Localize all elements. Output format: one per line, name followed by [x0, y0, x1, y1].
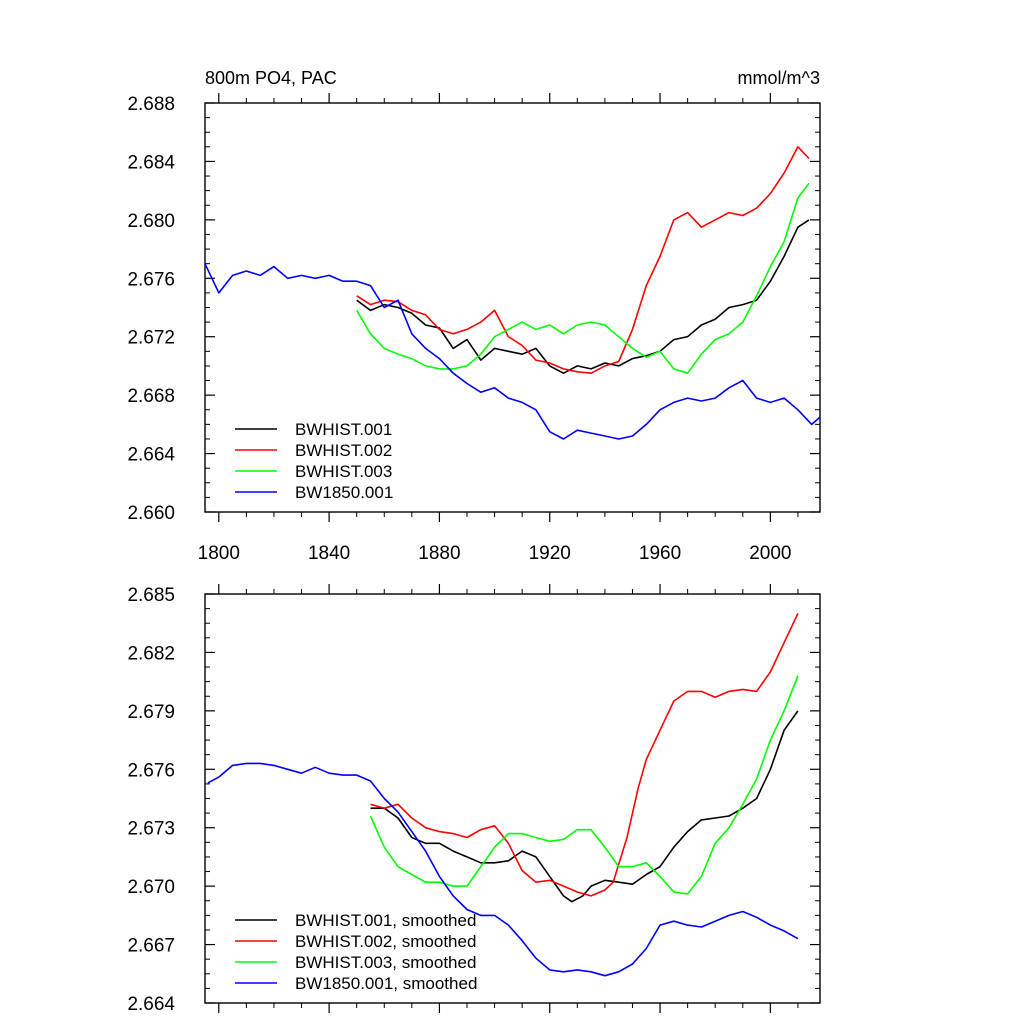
legend-label: BWHIST.001 [295, 420, 392, 439]
series-line-1 [370, 710, 799, 903]
series-line-4 [207, 762, 799, 977]
bottom-panel: 2.685 2.682 2.679 2.676 2.673 2.670 2.667 2.664… [127, 584, 821, 1015]
y-tick-label: 2.668 [127, 386, 175, 407]
y-tick-label: 2.664 [127, 994, 175, 1015]
legend-label: BWHIST.003 [295, 462, 392, 481]
units-label: mmol/m^3 [738, 68, 820, 88]
series-line-1 [356, 219, 810, 374]
y-tick-label: 2.672 [127, 328, 175, 349]
series-line-3 [356, 182, 810, 374]
top-panel: 2.688 2.684 2.680 2.676 2.672 2.668 2.664 2.660… [127, 68, 821, 564]
x-tick-label: 1920 [529, 543, 571, 564]
y-tick-label: 2.688 [127, 94, 175, 115]
y-tick-label: 2.685 [127, 585, 175, 606]
y-tick-label: 2.664 [127, 445, 175, 466]
series-line-4 [204, 263, 821, 440]
y-tick-label: 2.676 [127, 760, 175, 781]
y-tick-label: 2.667 [127, 936, 175, 957]
x-tick-label: 1880 [418, 543, 460, 564]
x-tick-label: 1800 [198, 543, 240, 564]
series-line-2 [356, 146, 810, 374]
x-tick-label: 1960 [639, 543, 681, 564]
y-tick-label: 2.670 [127, 877, 175, 898]
chart-title: 800m PO4, PAC [205, 68, 337, 88]
legend-label: BW1850.001 [295, 483, 393, 502]
legend-label: BWHIST.003, smoothed [295, 953, 476, 972]
x-tick-label: 1840 [308, 543, 350, 564]
y-tick-label: 2.684 [127, 152, 175, 173]
series-line-2 [370, 613, 799, 897]
legend-label: BWHIST.002, smoothed [295, 932, 476, 951]
x-tick-label: 2000 [749, 543, 791, 564]
y-tick-label: 2.660 [127, 503, 175, 524]
y-tick-label: 2.682 [127, 643, 175, 664]
y-tick-label: 2.673 [127, 819, 175, 840]
legend-label: BWHIST.002 [295, 441, 392, 460]
y-tick-label: 2.680 [127, 211, 175, 232]
y-tick-label: 2.676 [127, 269, 175, 290]
legend-label: BWHIST.001, smoothed [295, 911, 476, 930]
series-line-3 [369, 675, 799, 895]
legend-label: BW1850.001, smoothed [295, 974, 477, 993]
y-tick-label: 2.679 [127, 702, 175, 723]
